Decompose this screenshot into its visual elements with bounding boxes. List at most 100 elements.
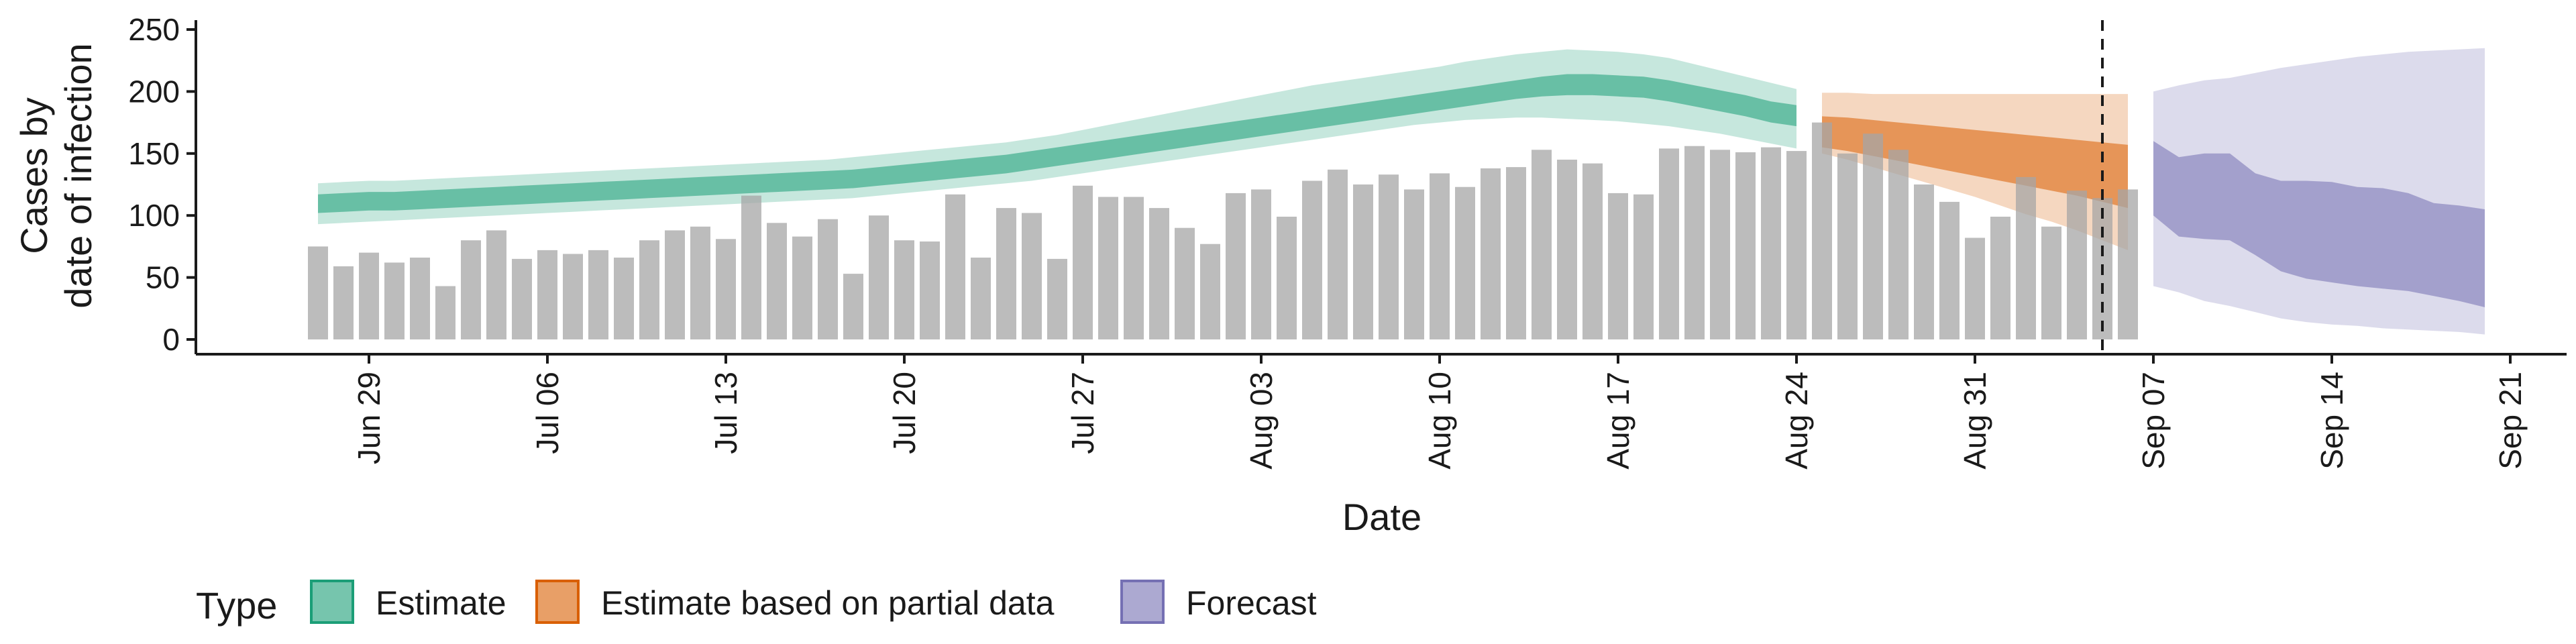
x-tick-label: Sep 07 xyxy=(2136,372,2171,470)
bar xyxy=(1659,148,1679,339)
x-tick-label: Sep 14 xyxy=(2314,372,2349,470)
bar xyxy=(894,240,914,339)
bar xyxy=(920,241,940,339)
bar xyxy=(665,230,685,339)
bar xyxy=(588,250,608,339)
bar xyxy=(435,286,455,339)
bar xyxy=(333,266,354,339)
y-tick-label: 0 xyxy=(162,322,180,357)
bar xyxy=(741,195,761,339)
bar xyxy=(1277,217,1297,339)
bar xyxy=(1812,122,1832,339)
x-tick-label: Aug 24 xyxy=(1779,372,1814,470)
legend-label-forecast: Forecast xyxy=(1186,584,1317,622)
bar xyxy=(1684,146,1705,339)
bar xyxy=(1353,184,1373,339)
bar xyxy=(1761,147,1781,339)
bar xyxy=(971,258,991,339)
bar xyxy=(1990,217,2010,339)
bar xyxy=(1481,168,1501,339)
axes-layer xyxy=(195,20,2567,356)
bar xyxy=(1251,189,1271,339)
bar xyxy=(2016,176,2036,339)
bar xyxy=(1124,197,1144,339)
bar xyxy=(1837,153,1858,340)
bar xyxy=(2067,191,2087,339)
y-tick-label: 250 xyxy=(128,12,180,47)
bar xyxy=(563,254,583,339)
bar xyxy=(1786,151,1807,339)
x-tick-label: Aug 10 xyxy=(1422,372,1457,470)
bar xyxy=(639,240,659,339)
bar xyxy=(1200,244,1220,339)
y-ticks: 0 50 100 150 200 250 xyxy=(128,12,196,357)
bars-layer xyxy=(308,122,2138,340)
bar xyxy=(1506,167,1526,339)
y-tick-label: 50 xyxy=(146,260,180,295)
bar xyxy=(1455,186,1475,339)
bar xyxy=(1888,150,1909,340)
bar xyxy=(461,240,481,339)
bar xyxy=(1965,237,1985,339)
bar xyxy=(1226,193,1246,339)
legend-label-estimate-based-on-partial-data: Estimate based on partial data xyxy=(601,584,1055,622)
bar xyxy=(1149,208,1169,339)
bar xyxy=(1379,174,1399,339)
bar xyxy=(1430,173,1450,339)
y-tick-label: 200 xyxy=(128,74,180,109)
x-tick-label: Sep 21 xyxy=(2493,372,2528,470)
bar xyxy=(792,236,812,339)
legend-items: Estimate Estimate based on partial data Fo… xyxy=(310,580,1317,624)
bar xyxy=(359,252,379,339)
bar xyxy=(1735,152,1756,339)
x-tick-label: Aug 03 xyxy=(1244,372,1279,470)
bar xyxy=(843,274,863,339)
y-axis-title-line2: date of infection xyxy=(57,43,99,308)
x-tick-label: Aug 17 xyxy=(1601,372,1635,470)
bar xyxy=(1175,227,1195,339)
x-tick-label: Aug 31 xyxy=(1957,372,1992,470)
bar xyxy=(1073,185,1093,339)
bar xyxy=(308,246,328,339)
bar xyxy=(1098,197,1118,339)
bar xyxy=(869,215,889,339)
legend: Type Estimate Estimate based on partial d… xyxy=(196,580,1317,627)
bar xyxy=(537,250,557,339)
y-axis-title-line1: Cases by xyxy=(13,97,55,254)
ribbons-layer xyxy=(318,48,2485,335)
bar xyxy=(818,219,838,339)
x-tick-label: Jul 20 xyxy=(887,372,922,454)
bar xyxy=(1710,150,1730,340)
bar xyxy=(1404,189,1424,339)
bar xyxy=(1557,160,1577,339)
bar xyxy=(1608,193,1628,339)
legend-swatch-forecast xyxy=(1120,580,1165,624)
x-tick-label: Jul 13 xyxy=(708,372,743,454)
ribbon-50-forecast xyxy=(2153,141,2485,307)
bar xyxy=(614,258,634,339)
bar xyxy=(1633,194,1654,339)
ribbon-50-estimate-based-on-partial-data xyxy=(1822,116,2128,209)
bar xyxy=(410,258,430,339)
legend-label-estimate: Estimate xyxy=(376,584,506,622)
bar xyxy=(945,194,965,339)
bar xyxy=(1302,180,1322,339)
bar xyxy=(716,239,736,339)
x-tick-label: Jun 29 xyxy=(352,372,386,464)
bar xyxy=(1047,258,1067,339)
bar xyxy=(1582,163,1603,339)
bar xyxy=(1939,201,1960,339)
y-tick-label: 100 xyxy=(128,198,180,233)
x-axis-title: Date xyxy=(1342,496,1421,538)
x-tick-label: Jul 27 xyxy=(1065,372,1100,454)
bar xyxy=(1532,150,1552,340)
bar xyxy=(2118,189,2138,339)
bar xyxy=(384,262,405,339)
x-tick-label: Jul 06 xyxy=(530,372,565,454)
bar xyxy=(1022,213,1042,339)
bar xyxy=(996,208,1016,339)
bar xyxy=(1328,169,1348,339)
bar xyxy=(512,258,532,339)
ribbon-50-estimate xyxy=(318,74,1796,213)
